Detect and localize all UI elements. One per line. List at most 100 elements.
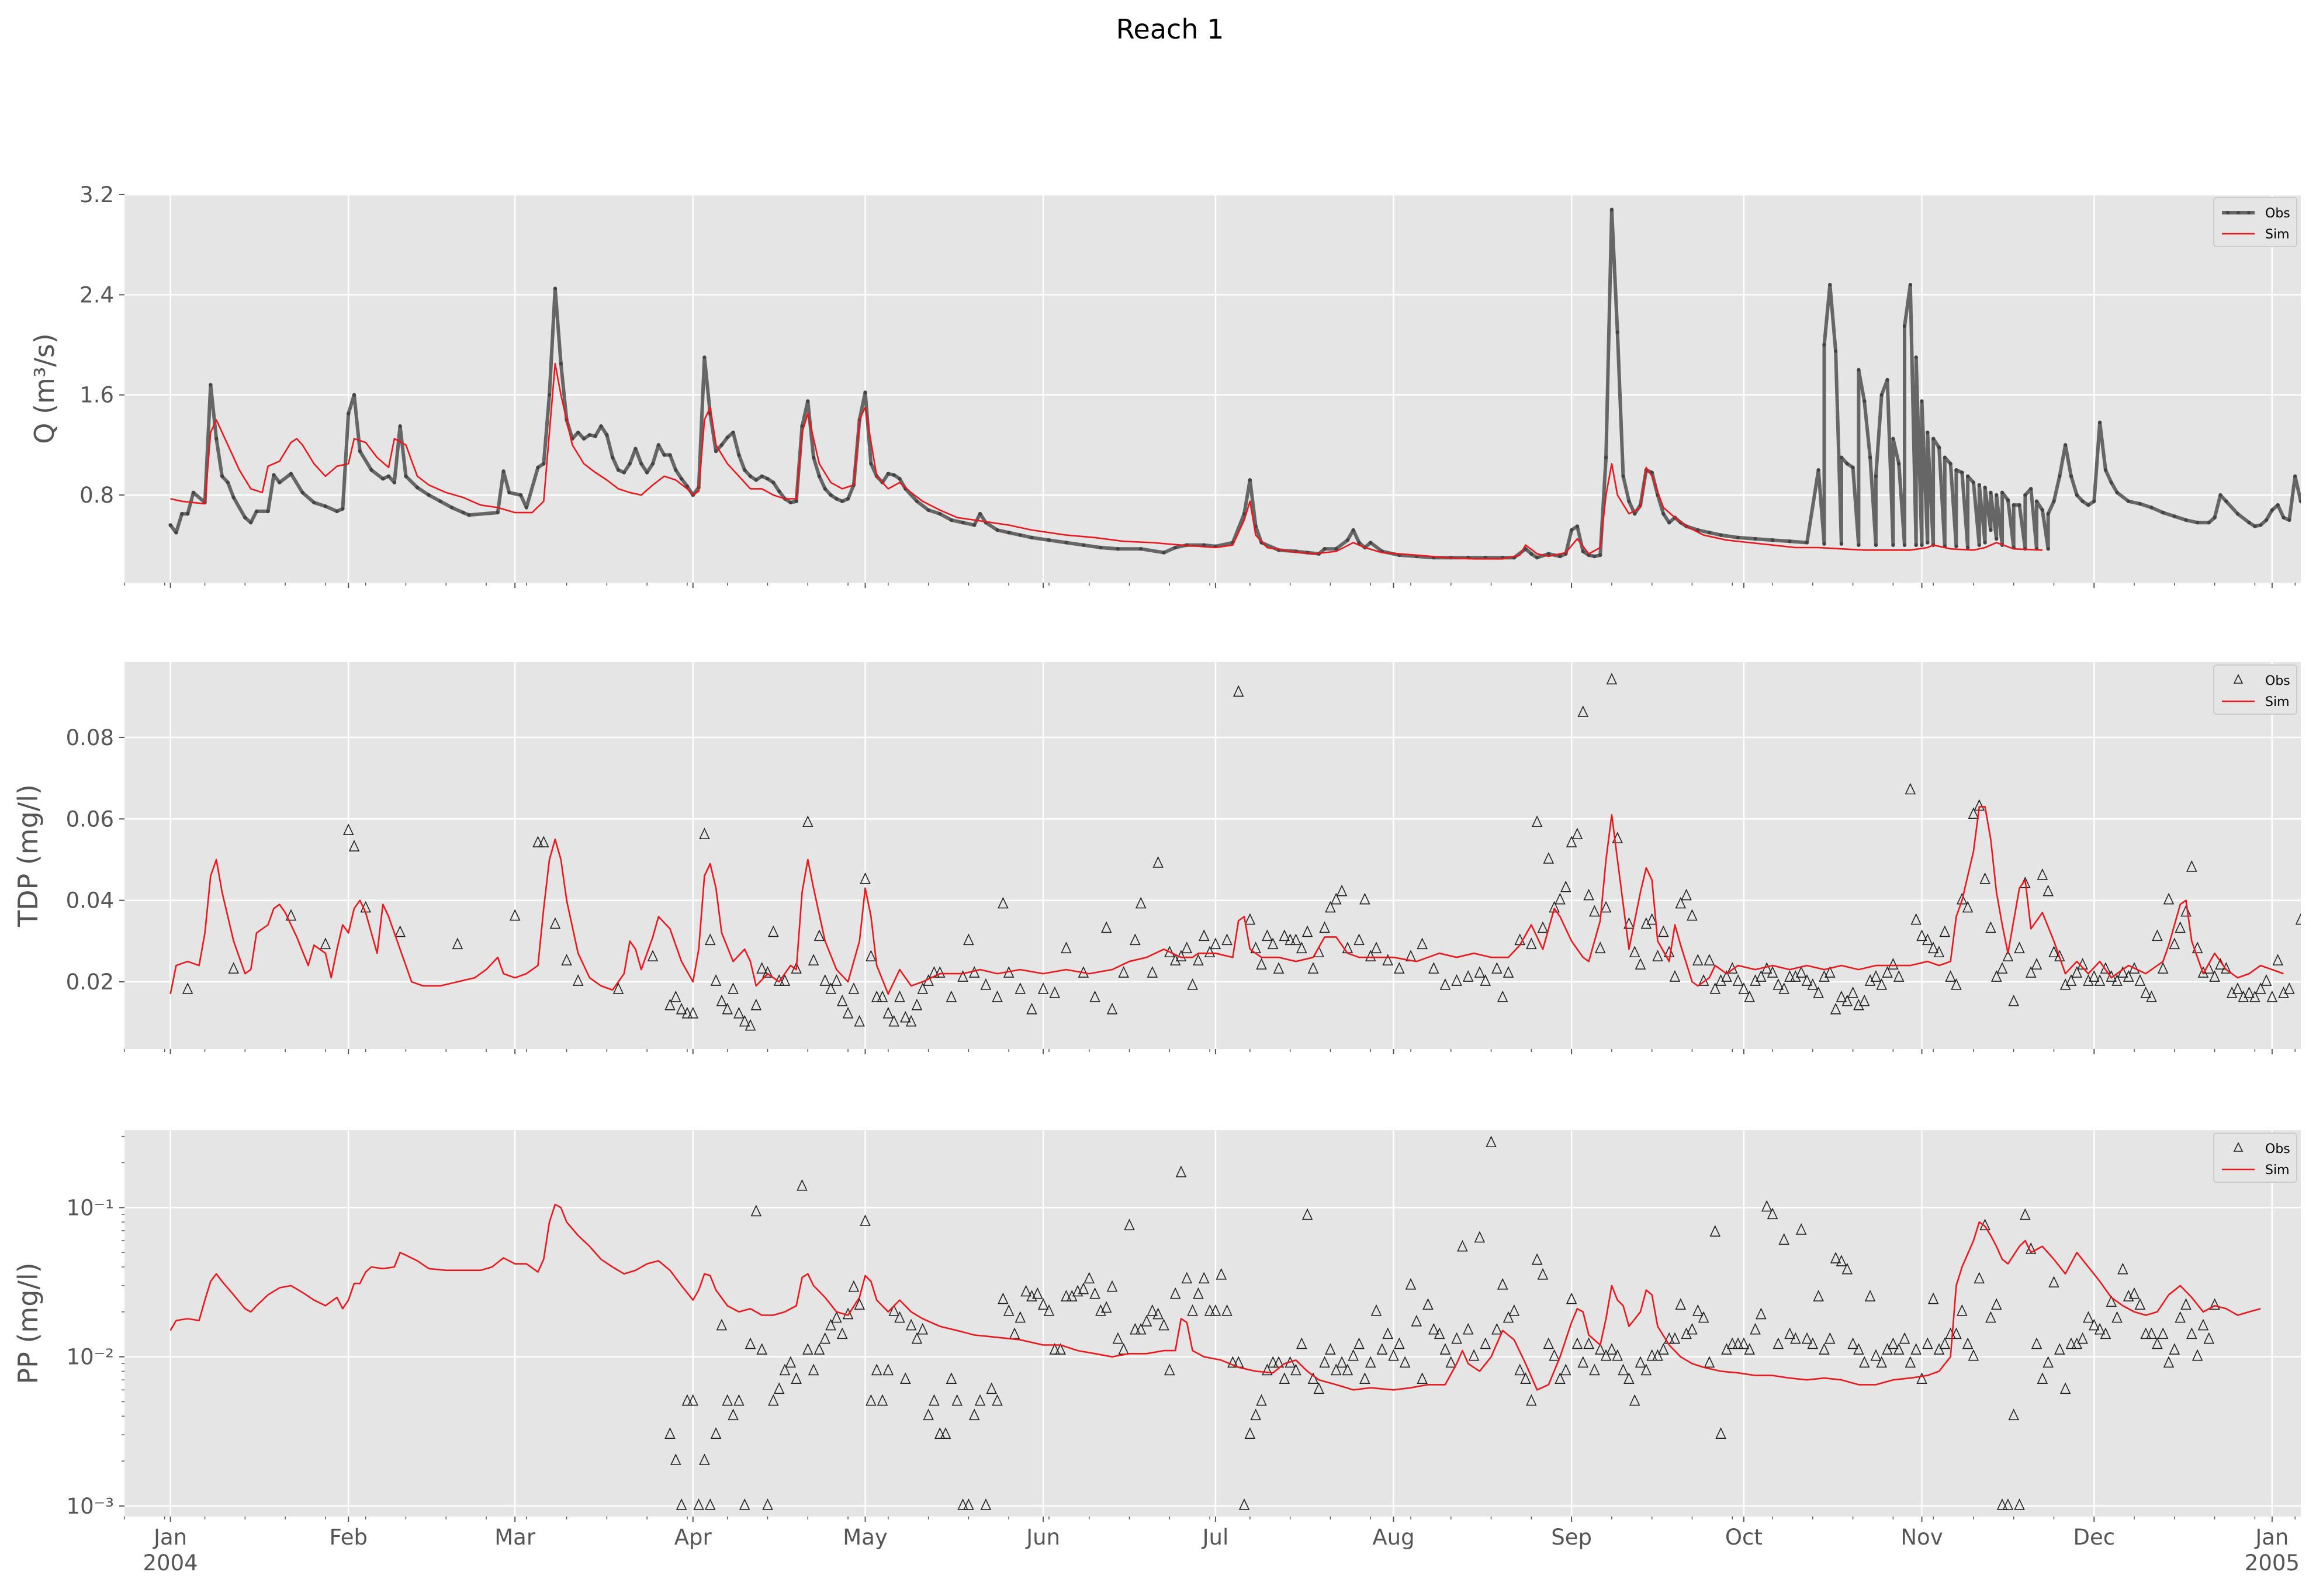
obs-marker [704,1498,716,1510]
obs-marker [1807,1337,1819,1349]
obs-point [829,493,833,497]
obs-marker [1043,1304,1055,1316]
obs-marker [2020,1208,2031,1220]
obs-marker [1394,962,1405,974]
y-tick-label: 2.4 [79,282,114,307]
plot-marks [169,1135,2261,1510]
obs-point [398,424,402,428]
obs-point [806,399,810,403]
obs-point [231,496,236,500]
obs-marker [756,1343,767,1355]
obs-marker [1015,982,1026,994]
y-axis-label: PP (mg/l) [12,1262,44,1384]
obs-marker [1606,673,1618,685]
obs-marker [1032,1287,1043,1299]
obs-point [2097,420,2102,425]
obs-point [185,511,190,516]
x-tick-label: 2005 [2245,1550,2300,1576]
obs-marker [1778,982,1789,994]
obs-point [748,474,753,479]
obs-marker [911,998,923,1010]
obs-marker [1147,1304,1158,1316]
obs-point [2253,524,2257,528]
obs-marker [1055,1343,1066,1355]
obs-marker [2249,991,2260,1002]
obs-point [542,462,546,466]
obs-point [1914,355,1918,359]
obs-point [1828,283,1832,287]
obs-marker [1417,1372,1428,1384]
obs-marker [1124,1218,1135,1231]
obs-marker [1342,1363,1353,1376]
legend: Obs Sim [2213,1133,2297,1183]
obs-point [2012,503,2016,507]
obs-point [593,434,597,438]
obs-marker [1916,929,1927,941]
obs-marker [998,896,1009,909]
obs-point [1633,511,1637,516]
legend-label: Obs [2265,1142,2290,1157]
obs-marker [2014,941,2025,954]
obs-marker [1841,1262,1853,1275]
obs-marker [1399,1356,1411,1368]
obs-marker [532,836,543,847]
obs-marker [974,1394,986,1406]
obs-marker [797,1179,808,1191]
obs-marker [2238,991,2249,1002]
obs-point [840,499,844,503]
obs-marker [1152,1307,1164,1320]
obs-point [358,449,362,453]
obs-marker [1990,1298,2002,1310]
obs-marker [1106,1280,1118,1292]
obs-marker [710,974,722,986]
obs-marker [1876,978,1887,990]
obs-point [547,393,552,397]
obs-point [915,499,919,503]
obs-point [2046,546,2050,551]
obs-marker [2117,966,2128,978]
obs-point [2000,490,2005,494]
obs-point [1857,368,1861,372]
obs-marker [285,909,297,921]
obs-point [1047,538,1051,542]
obs-marker [1681,888,1692,901]
obs-marker [681,1394,693,1406]
obs-marker [1858,1356,1870,1368]
obs-marker [1526,1394,1537,1406]
obs-marker [394,925,406,937]
obs-marker [1061,941,1072,954]
obs-marker [750,998,762,1010]
obs-marker [1830,1002,1841,1015]
obs-point [1334,546,1338,551]
obs-point [2224,499,2228,503]
obs-marker [2071,966,2083,978]
obs-marker [2048,946,2059,958]
obs-marker [1675,1298,1687,1310]
obs-marker [2226,986,2238,998]
obs-marker [1020,1285,1031,1297]
obs-marker [779,974,791,986]
obs-marker [940,1427,951,1439]
obs-point [243,515,247,520]
obs-point [1995,536,1999,541]
obs-marker [1594,941,1606,954]
obs-point [777,489,781,493]
obs-marker [2169,1343,2180,1355]
obs-marker [2180,1298,2192,1310]
obs-marker [1497,1278,1508,1290]
obs-marker [2140,986,2151,998]
obs-point [2115,490,2119,494]
obs-marker [1795,1223,1807,1235]
obs-marker [2260,974,2272,986]
obs-point [1926,430,1930,435]
obs-marker [1256,1394,1267,1406]
obs-marker [1801,1332,1813,1344]
obs-point [1667,520,1671,525]
obs-marker [1721,970,1732,982]
obs-marker [1893,970,1905,982]
obs-marker [1187,1304,1198,1316]
obs-marker [1882,1343,1893,1355]
obs-marker [1216,1268,1227,1280]
obs-marker [1365,1356,1376,1368]
obs-marker [819,974,831,986]
